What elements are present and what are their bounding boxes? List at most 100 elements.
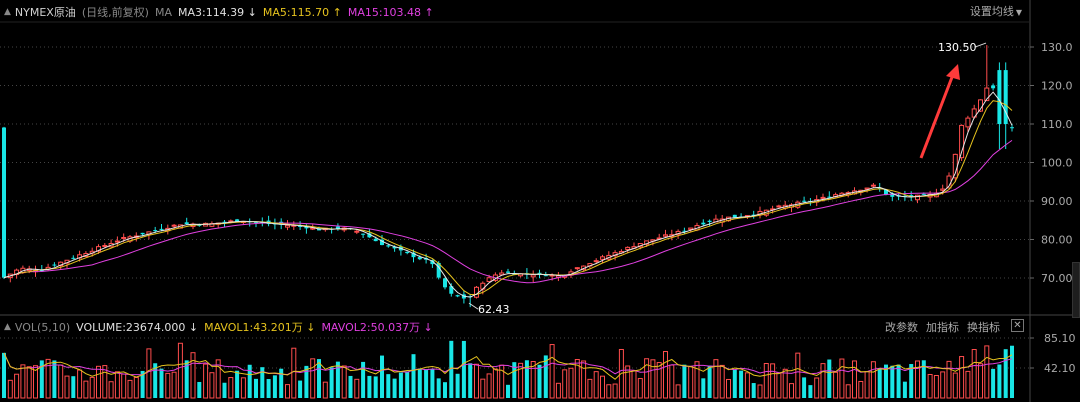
candle-body — [915, 194, 920, 201]
volume-tick-label: 42.10 — [1044, 362, 1076, 375]
volume-bar — [637, 378, 643, 399]
instrument-title[interactable]: NYMEX原油 — [14, 6, 76, 19]
volume-bar — [177, 342, 183, 399]
volume-bar — [555, 382, 561, 399]
volume-bar — [574, 358, 580, 399]
volume-bar — [587, 378, 593, 399]
low-price-label: 62.43 — [478, 303, 510, 316]
price-tick-label: 70.00 — [1041, 272, 1073, 285]
volume-bar — [240, 377, 246, 399]
volume-bar — [719, 364, 725, 399]
volume-bar — [921, 360, 926, 398]
candle-body — [235, 219, 240, 222]
volume-bar — [890, 365, 895, 398]
candle-body — [304, 226, 309, 229]
volume-bar — [322, 381, 328, 399]
add-indicator-button[interactable]: 加指标 — [926, 321, 959, 334]
candle-body — [386, 245, 391, 247]
candle-body — [121, 236, 127, 240]
candle-body — [285, 224, 290, 228]
chart-scroll-handle[interactable] — [1072, 262, 1080, 318]
close-icon[interactable]: ✕ — [1011, 319, 1024, 332]
volume-bar — [96, 365, 101, 399]
volume-bar — [625, 365, 631, 399]
volume-bar — [688, 366, 694, 399]
volume-bar — [631, 370, 637, 399]
volume-bar — [279, 368, 284, 398]
collapse-icon[interactable]: ▲ — [4, 322, 11, 332]
volume-bar — [802, 377, 807, 398]
volume-bar — [64, 375, 70, 399]
ma5-line — [3, 100, 1013, 295]
volume-bar — [839, 358, 845, 399]
volume-bar — [14, 373, 20, 399]
volume-bar — [2, 352, 6, 398]
volume-bar — [518, 362, 524, 399]
volume-bar — [713, 359, 719, 399]
volume-bar — [486, 373, 492, 399]
price-tick-label: 120.0 — [1041, 80, 1073, 93]
trend-arrow-head — [946, 64, 960, 80]
candle-body — [140, 232, 145, 235]
high-marker-line — [974, 42, 987, 48]
volume-indicator-title[interactable]: VOL(5,10) — [14, 320, 71, 334]
candle-body — [707, 220, 712, 222]
volume-bar — [58, 364, 64, 399]
volume-bar — [455, 373, 460, 398]
low-marker-line — [468, 302, 479, 310]
volume-bar — [1003, 349, 1008, 398]
volume-bar — [190, 352, 196, 399]
volume-bar — [808, 385, 813, 398]
volume-bar — [744, 372, 750, 399]
volume-bar — [884, 364, 888, 398]
volume-bar — [656, 362, 662, 399]
candle-body — [506, 271, 510, 273]
volume-bar — [386, 374, 391, 398]
ma5-value: MA5:115.70 ↑ — [262, 5, 342, 19]
volume-bar — [468, 363, 473, 398]
candle-body — [600, 256, 605, 260]
ma-settings-button[interactable]: 设置均线 ▼ — [970, 2, 1022, 22]
volume-bar — [7, 379, 13, 399]
volume-bar — [461, 340, 466, 398]
volume-bar — [108, 381, 114, 399]
modify-params-button[interactable]: 改参数 — [885, 321, 918, 334]
volume-bar — [341, 365, 347, 399]
volume-bar — [606, 384, 612, 399]
volume-bar — [114, 371, 120, 399]
volume-bar — [89, 376, 95, 399]
volume-bars-group — [2, 340, 1014, 399]
volume-bar — [235, 370, 240, 398]
volume-bar — [171, 371, 177, 399]
candle-body — [701, 222, 706, 225]
candle-body — [153, 230, 158, 232]
candle-body — [455, 295, 460, 297]
mavol1-line — [3, 352, 1013, 380]
candle-body — [474, 286, 479, 298]
candle-body — [1010, 127, 1014, 129]
price-tick-label: 110.0 — [1041, 118, 1073, 131]
volume-bar — [39, 360, 44, 398]
volume-bar — [997, 364, 1002, 398]
collapse-icon[interactable]: ▲ — [4, 7, 11, 17]
volume-bar — [417, 368, 422, 398]
volume-bar — [367, 375, 372, 398]
volume-bar — [335, 361, 340, 398]
volume-bar — [33, 365, 38, 399]
volume-bar — [537, 364, 542, 398]
volume-bar — [1010, 345, 1014, 398]
volume-bar — [915, 360, 920, 399]
volume-bar — [770, 363, 776, 399]
volume-bar — [909, 364, 914, 398]
mavol1-value: MAVOL1:43.201万 ↓ — [204, 321, 316, 334]
volume-bar — [83, 380, 89, 399]
switch-indicator-button[interactable]: 换指标 — [967, 321, 1000, 334]
candle-body — [870, 184, 876, 187]
candle-body — [663, 234, 668, 237]
volume-bar — [978, 363, 983, 399]
chevron-down-icon: ▼ — [1015, 8, 1022, 17]
volume-bar — [146, 348, 152, 399]
volume-bar — [701, 378, 706, 398]
candle-body — [411, 252, 416, 258]
